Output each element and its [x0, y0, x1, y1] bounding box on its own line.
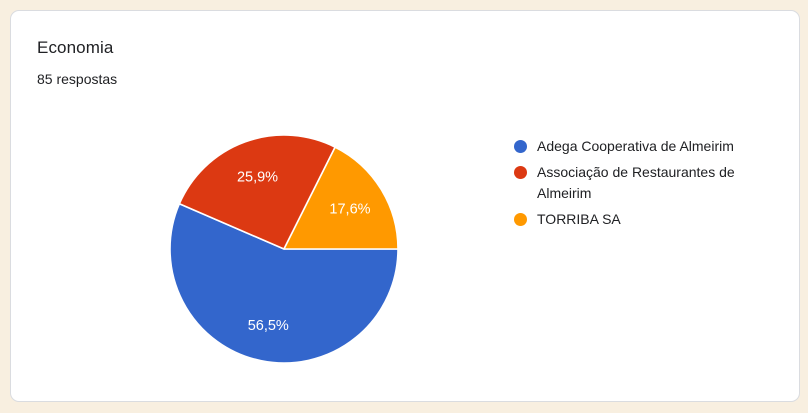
pie-slice-percent-label: 17,6% [329, 202, 370, 218]
pie-slice-percent-label: 56,5% [248, 318, 289, 334]
response-count: 85 respostas [37, 71, 118, 87]
legend-label: TORRIBA SA [537, 211, 621, 227]
pie-slice-2[interactable] [283, 146, 399, 250]
legend-color-dot [514, 140, 527, 153]
pie-slice-percent-label: 25,9% [237, 169, 278, 185]
legend-label: Associação de Restaurantes de Almeirim [537, 164, 735, 201]
legend-item: TORRIBA SA [514, 209, 778, 230]
question-title: Economia [37, 38, 114, 57]
legend-color-dot [514, 166, 527, 179]
legend-label: Adega Cooperativa de Almeirim [537, 138, 734, 154]
pie-slice-1[interactable] [178, 134, 336, 250]
response-chart-card: Economia 85 respostas 56,5% 25,9% 17,6% Ad… [10, 10, 800, 402]
chart-legend: Adega Cooperativa de Almeirim Associação … [514, 136, 778, 235]
pie-slice-0[interactable] [169, 202, 399, 364]
legend-item: Adega Cooperativa de Almeirim [514, 136, 778, 157]
pie-chart: 56,5% 25,9% 17,6% [169, 134, 399, 364]
legend-item: Associação de Restaurantes de Almeirim [514, 162, 778, 204]
legend-color-dot [514, 213, 527, 226]
